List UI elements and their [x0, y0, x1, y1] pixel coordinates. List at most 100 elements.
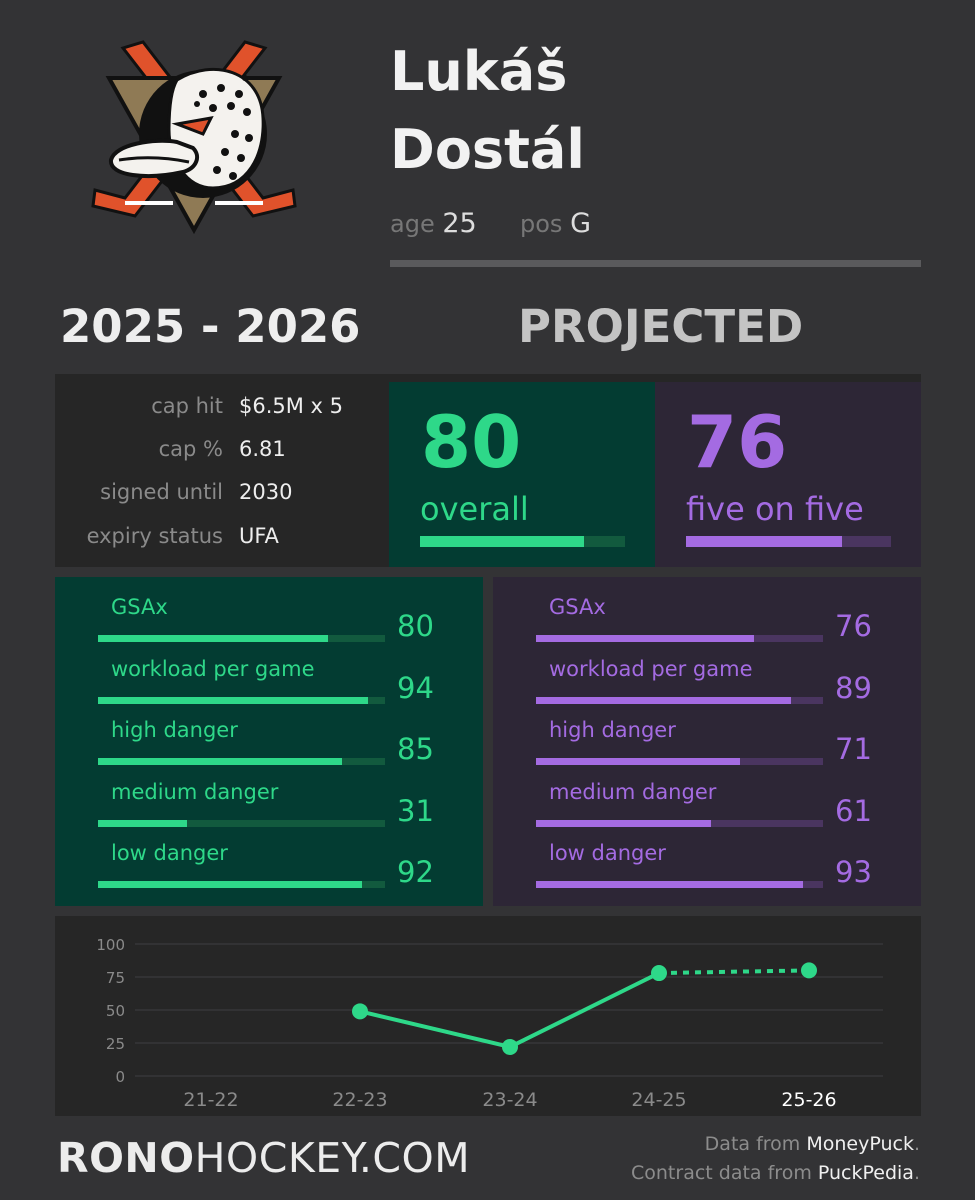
data-source-period: .	[913, 1133, 920, 1155]
chart-x-tick-label: 21-22	[183, 1089, 238, 1111]
rating-history-chart: 0 25 50 75 100 21-22 22-23 23-24 24-25 25-26	[55, 916, 921, 1116]
player-meta: age 25 pos G	[390, 208, 591, 239]
name-divider	[390, 260, 921, 267]
overall-metric-label: medium danger	[111, 779, 279, 804]
position-label: pos	[520, 210, 563, 238]
chart-x-tick-label: 22-23	[332, 1089, 387, 1111]
player-first-name: Lukáš	[390, 40, 568, 103]
age-value: 25	[442, 208, 477, 239]
contract-source-period: .	[913, 1162, 920, 1184]
overall-metric-row: high danger 85	[55, 718, 483, 780]
five-on-five-rating-bar-fill	[686, 536, 842, 547]
five-on-five-metric-bar-fill	[536, 758, 740, 765]
contract-row: cap hit $6.5M x 5	[55, 394, 389, 424]
overall-metric-row: medium danger 31	[55, 780, 483, 842]
chart-y-tick-label: 0	[115, 1068, 125, 1086]
chart-point	[801, 962, 817, 979]
contract-label: cap hit	[151, 394, 223, 418]
five-on-five-metric-bar-fill	[536, 635, 755, 642]
five-on-five-metric-bar-fill	[536, 881, 803, 888]
overall-metric-bar-fill	[98, 635, 328, 642]
overall-rating-bar-fill	[420, 536, 584, 547]
five-on-five-metric-value: 93	[835, 855, 872, 889]
five-on-five-metric-row: GSAx 76	[493, 595, 921, 657]
five-on-five-metric-bar	[536, 696, 823, 704]
chart-point	[651, 965, 667, 982]
contract-label: cap %	[158, 437, 223, 461]
five-on-five-metric-value: 76	[835, 609, 872, 643]
five-on-five-metrics-panel: GSAx 76 workload per game 89 high danger 71 me…	[493, 577, 921, 906]
overall-metric-value: 92	[397, 855, 434, 889]
five-on-five-metric-label: high danger	[549, 718, 676, 742]
overall-rating-bar	[420, 536, 625, 547]
overall-metric-value: 85	[397, 732, 434, 766]
overall-metric-bar	[98, 881, 385, 888]
chart-point	[352, 1003, 368, 1020]
chart-y-tick-label: 75	[106, 969, 125, 987]
chart-x-tick-label: 23-24	[482, 1089, 537, 1111]
five-on-five-metric-label: medium danger	[549, 779, 717, 804]
contract-label: expiry status	[86, 524, 223, 548]
contract-panel: cap hit $6.5M x 5 cap % 6.81 signed unti…	[55, 374, 389, 567]
site-brand-bold: RONO	[57, 1134, 195, 1182]
contract-row: signed until 2030	[55, 480, 389, 510]
data-source-label: Data from	[704, 1133, 807, 1155]
overall-metric-label: GSAx	[111, 595, 168, 619]
five-on-five-metric-row: medium danger 61	[493, 780, 921, 842]
overall-metric-row: GSAx 80	[55, 595, 483, 657]
chart-x-tick-label: 24-25	[631, 1089, 686, 1111]
overall-metric-bar	[98, 635, 385, 642]
chart-line-segment	[509, 971, 660, 1049]
five-on-five-rating-label: five on five	[686, 490, 864, 528]
five-on-five-metric-row: high danger 71	[493, 718, 921, 780]
five-on-five-metric-bar-fill	[536, 819, 712, 827]
projected-title: PROJECTED	[518, 300, 804, 353]
contract-row: expiry status UFA	[55, 524, 389, 554]
overall-metric-bar-fill	[98, 881, 363, 888]
five-on-five-metric-row: workload per game 89	[493, 657, 921, 719]
chart-line-segment	[359, 1009, 511, 1049]
overall-metric-row: workload per game 94	[55, 657, 483, 719]
chart-projected-line-segment	[658, 968, 810, 976]
site-brand: RONOHOCKEY.COM	[57, 1134, 470, 1182]
five-on-five-metric-bar	[536, 758, 823, 765]
overall-metric-bar-fill	[98, 758, 342, 765]
overall-metrics-panel: GSAx 80 workload per game 94 high danger 85 me…	[55, 577, 483, 906]
chart-y-tick-label: 50	[106, 1002, 125, 1020]
season-title: 2025 - 2026	[60, 300, 361, 353]
chart-point	[502, 1038, 518, 1055]
overall-rating-label: overall	[420, 490, 529, 528]
overall-rating-value: 80	[421, 400, 522, 484]
overall-metric-value: 80	[397, 609, 434, 643]
five-on-five-metric-bar	[536, 881, 823, 888]
age-label: age	[390, 210, 435, 238]
contract-value: 2030	[239, 480, 293, 504]
overall-metric-bar	[98, 819, 385, 827]
five-on-five-rating-bar	[686, 536, 891, 547]
five-on-five-metric-bar	[536, 635, 823, 642]
chart-y-tick-label: 25	[106, 1035, 125, 1053]
five-on-five-metric-value: 89	[835, 670, 872, 705]
site-brand-rest: HOCKEY.COM	[194, 1134, 471, 1182]
overall-metric-bar	[98, 758, 385, 765]
five-on-five-metric-label: workload per game	[549, 656, 753, 681]
player-last-name: Dostál	[390, 118, 585, 181]
contract-value: UFA	[239, 524, 279, 548]
five-on-five-rating-panel: 76 five on five	[655, 382, 921, 567]
overall-metric-value: 31	[397, 793, 434, 828]
overall-metric-bar-fill	[98, 696, 368, 704]
overall-metric-label: workload per game	[111, 656, 315, 681]
data-source-credit: Data from MoneyPuck.	[705, 1133, 920, 1155]
overall-metric-bar	[98, 696, 385, 704]
data-source-name: MoneyPuck	[806, 1133, 914, 1155]
contract-row: cap % 6.81	[55, 437, 389, 467]
overall-metric-value: 94	[397, 670, 434, 705]
contract-source-credit: Contract data from PuckPedia.	[631, 1162, 920, 1184]
overall-metric-label: low danger	[111, 841, 228, 865]
overall-rating-panel: 80 overall	[389, 382, 655, 567]
five-on-five-rating-value: 76	[687, 400, 788, 484]
five-on-five-metric-row: low danger 93	[493, 841, 921, 903]
chart-x-tick-label: 25-26	[781, 1089, 836, 1111]
overall-metric-label: high danger	[111, 718, 238, 742]
team-logo	[85, 38, 303, 238]
